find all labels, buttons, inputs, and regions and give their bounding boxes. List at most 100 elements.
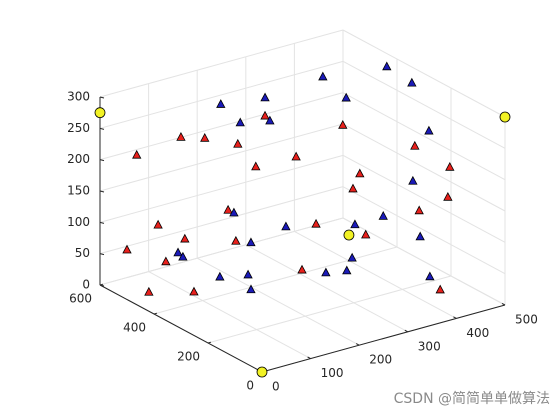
- point: [445, 161, 455, 171]
- point: [173, 247, 183, 257]
- z-tick: [99, 221, 105, 224]
- x-tick-label: 400: [466, 326, 489, 340]
- z-tick-label: 50: [75, 246, 90, 260]
- point: [200, 132, 210, 142]
- grid-line: [148, 271, 311, 360]
- point: [94, 107, 106, 119]
- point: [407, 77, 417, 87]
- point: [243, 269, 253, 279]
- point: [223, 204, 233, 214]
- point: [246, 237, 256, 247]
- point: [378, 211, 388, 220]
- x-tick: [307, 356, 311, 360]
- marks-layer: [94, 61, 511, 378]
- point: [256, 366, 268, 378]
- point: [347, 252, 357, 262]
- y-tick-label: 400: [123, 321, 146, 335]
- z-tick-label: 250: [67, 121, 90, 135]
- point: [215, 271, 225, 281]
- point: [443, 191, 453, 201]
- z-tick-label: 150: [67, 184, 90, 198]
- point: [176, 132, 186, 141]
- x-tick-label: 300: [418, 339, 441, 353]
- grid-line: [207, 275, 452, 344]
- x-tick: [355, 343, 360, 346]
- grid-line: [342, 92, 506, 181]
- point: [311, 218, 321, 228]
- point: [178, 251, 188, 261]
- grid-line: [99, 154, 344, 223]
- grid-line: [99, 217, 344, 286]
- grid-line: [99, 186, 344, 255]
- point: [499, 111, 511, 123]
- point: [338, 119, 348, 129]
- z-tick: [99, 190, 105, 193]
- x-tick: [404, 329, 409, 333]
- z-tick: [99, 284, 105, 287]
- z-tick: [99, 96, 105, 99]
- point: [265, 115, 275, 125]
- point: [435, 284, 445, 294]
- point: [408, 175, 418, 185]
- grid-line: [342, 60, 506, 149]
- z-tick: [99, 127, 105, 130]
- z-tick-label: 100: [67, 215, 90, 229]
- x-tick-label: 200: [369, 353, 392, 367]
- z-tick: [99, 253, 105, 256]
- y-tick-label: 600: [69, 292, 92, 306]
- point: [297, 264, 307, 274]
- grid-line: [99, 60, 344, 129]
- grid-line: [99, 29, 344, 98]
- x-tick-label: 0: [272, 380, 280, 394]
- z-tick-label: 0: [82, 278, 90, 292]
- x-tick: [453, 316, 457, 319]
- grid-line: [342, 123, 506, 212]
- point: [246, 284, 256, 294]
- grid-line: [196, 257, 360, 346]
- point: [231, 235, 241, 245]
- point: [161, 256, 171, 266]
- point: [153, 219, 163, 229]
- point: [229, 207, 239, 217]
- point: [341, 92, 351, 102]
- watermark: CSDN @简简单单做算法: [394, 390, 550, 407]
- grid-line: [153, 246, 398, 315]
- y-tick-label: 0: [246, 379, 254, 393]
- point: [132, 149, 142, 159]
- point: [425, 271, 435, 281]
- point: [318, 71, 328, 81]
- x-tick-label: 500: [515, 313, 538, 327]
- z-tick: [99, 159, 105, 162]
- x-tick: [501, 302, 506, 306]
- point: [424, 125, 434, 135]
- point: [281, 221, 291, 231]
- point: [321, 267, 331, 277]
- x-axis: [261, 304, 506, 373]
- y-tick-label: 200: [177, 350, 200, 364]
- point: [355, 168, 365, 178]
- grid-line: [342, 29, 506, 118]
- point: [410, 140, 420, 150]
- point: [361, 229, 371, 239]
- grid-line: [342, 186, 506, 275]
- z-tick-label: 200: [67, 152, 90, 166]
- z-tick-label: 300: [67, 90, 90, 104]
- point: [189, 286, 199, 296]
- grid-layer: 0100200300400500020040060005010015020025…: [67, 29, 538, 394]
- point: [343, 229, 355, 241]
- point: [144, 286, 154, 296]
- point: [216, 99, 226, 108]
- grid-line: [342, 154, 506, 243]
- grid-line: [245, 244, 409, 333]
- point: [342, 265, 352, 275]
- point: [235, 117, 245, 127]
- point: [122, 244, 132, 254]
- x-tick-label: 100: [321, 366, 344, 380]
- point: [415, 231, 425, 241]
- point: [260, 110, 270, 120]
- point: [260, 92, 270, 102]
- y-tick: [153, 312, 158, 315]
- grid-line: [99, 92, 344, 161]
- point: [348, 183, 358, 193]
